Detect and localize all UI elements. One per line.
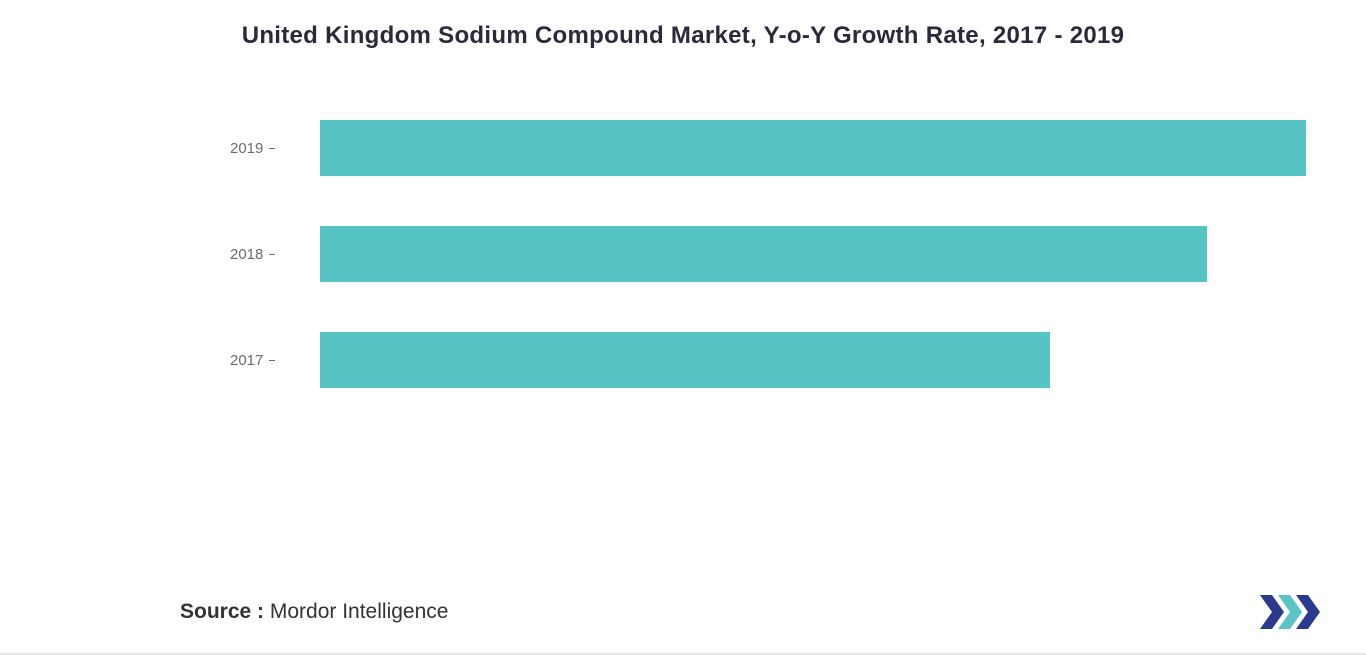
bar-row: 2018	[260, 226, 1306, 282]
chart-container: United Kingdom Sodium Compound Market, Y…	[0, 0, 1366, 655]
bar-track	[320, 332, 1306, 388]
bar-label-2018: 2018	[230, 246, 263, 263]
source-value: Mordor Intelligence	[270, 600, 449, 623]
chart-footer: Source : Mordor Intelligence	[180, 593, 1326, 631]
bar-label-2019: 2019	[230, 140, 263, 157]
chart-title: United Kingdom Sodium Compound Market, Y…	[40, 22, 1326, 50]
bar-fill-2017	[320, 332, 1050, 388]
bar-label-2017: 2017	[230, 352, 263, 369]
source-label: Source :	[180, 600, 270, 623]
bar-track	[320, 120, 1306, 176]
bar-fill-2019	[320, 120, 1306, 176]
bar-track	[320, 226, 1306, 282]
bar-row: 2019	[260, 120, 1306, 176]
source-text: Source : Mordor Intelligence	[180, 600, 448, 624]
mordor-logo-icon	[1258, 593, 1326, 631]
bar-fill-2018	[320, 226, 1207, 282]
bar-row: 2017	[260, 332, 1306, 388]
bars-area: 2019 2018 2017	[40, 120, 1326, 388]
